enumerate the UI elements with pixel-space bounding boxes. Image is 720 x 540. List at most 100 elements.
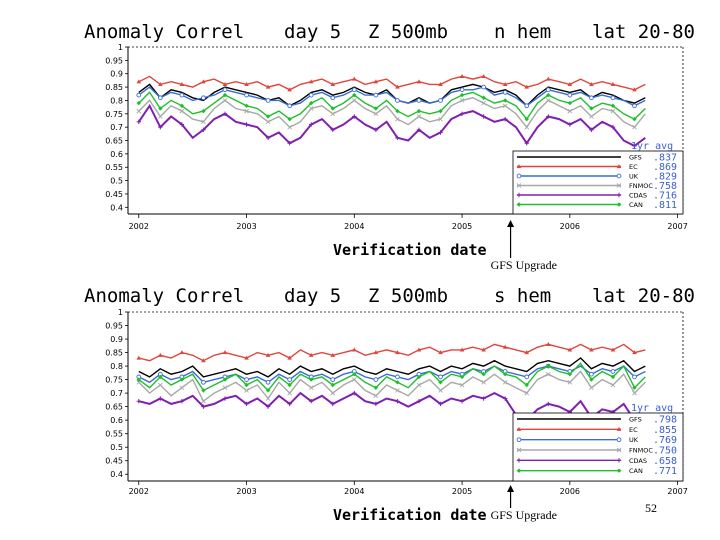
legend-cdas-point-l xyxy=(516,192,522,198)
ec-point-28 xyxy=(438,350,443,355)
ec-point-14 xyxy=(287,355,292,360)
chart-title-part-4: lat 20-80 xyxy=(592,21,695,43)
cdas-point-44 xyxy=(610,124,616,130)
series-cdas xyxy=(136,103,646,149)
y-tick-label-9: 0.55 xyxy=(105,163,123,172)
can-point-36 xyxy=(524,116,529,122)
fnmoc-point-32 xyxy=(481,100,486,106)
cdas-point-8 xyxy=(222,111,228,116)
y-tick-label-3: 0.85 xyxy=(105,349,123,358)
uk-point-0 xyxy=(136,92,142,98)
cdas-point-28 xyxy=(438,130,443,135)
fnmoc-point-14 xyxy=(287,124,292,130)
fnmoc-point-40 xyxy=(567,379,573,385)
fnmoc-point-2 xyxy=(158,114,163,119)
cdas-point-6 xyxy=(201,404,206,409)
chart-title-part-3: n hem xyxy=(494,21,551,43)
series-cdas xyxy=(136,390,646,423)
cdas-point-38 xyxy=(546,114,551,119)
ec-point-6 xyxy=(201,358,206,363)
y-tick-label-3: 0.85 xyxy=(105,83,123,92)
uk-point-44 xyxy=(610,369,616,374)
legend-uk-point-r xyxy=(616,173,622,179)
legend-header: 1yr avg xyxy=(631,403,673,414)
y-tick-label-4: 0.8 xyxy=(110,96,123,105)
cdas-point-12 xyxy=(265,404,271,409)
ec-point-38 xyxy=(545,76,551,81)
fnmoc-point-20 xyxy=(351,377,357,382)
uk-point-32 xyxy=(481,84,486,90)
y-tick-label-9: 0.55 xyxy=(105,430,123,439)
ec-point-2 xyxy=(158,352,163,357)
legend-label-ec: EC xyxy=(629,163,638,171)
cdas-point-16 xyxy=(309,122,314,127)
ec-point-16 xyxy=(308,79,314,84)
fnmoc-point-12 xyxy=(265,396,271,401)
cdas-point-42 xyxy=(589,127,594,133)
fnmoc-point-38 xyxy=(545,371,551,377)
uk-point-40 xyxy=(567,92,573,98)
legend-ec-point-l xyxy=(516,164,522,169)
cdas-point-0 xyxy=(136,119,141,125)
can-point-42 xyxy=(589,377,594,382)
legend-avg-gfs: .798 xyxy=(653,415,677,426)
y-tick-label-5: 0.75 xyxy=(105,110,123,119)
uk-point-20 xyxy=(351,87,357,93)
can-point-38 xyxy=(546,363,551,369)
cdas-point-40 xyxy=(567,122,573,127)
cdas-point-0 xyxy=(136,399,141,404)
ec-point-34 xyxy=(502,344,508,349)
can-point-6 xyxy=(201,388,206,393)
series-ec xyxy=(136,73,646,92)
cdas-point-4 xyxy=(179,122,185,127)
legend-avg-uk: .769 xyxy=(653,435,677,446)
series-can xyxy=(136,91,646,122)
y-tick-label-10: 0.5 xyxy=(110,443,123,452)
chart-title-part-1: day 5 xyxy=(284,21,341,43)
y-tick-label-4: 0.8 xyxy=(110,362,123,371)
can-point-4 xyxy=(179,377,185,382)
uk-point-18 xyxy=(330,377,336,382)
legend-cdas-point-r xyxy=(616,192,622,198)
annotation-gfs-upgrade: GFS Upgrade xyxy=(491,258,557,272)
fnmoc-point-0 xyxy=(136,108,142,114)
fnmoc-point-22 xyxy=(373,393,379,399)
legend-label-gfs: GFS xyxy=(629,154,642,162)
fnmoc-point-36 xyxy=(524,124,530,130)
legend-label-fnmoc: FNMOC xyxy=(629,182,653,190)
cdas-point-14 xyxy=(287,401,292,407)
uk-point-26 xyxy=(416,98,422,103)
y-tick-label-6: 0.7 xyxy=(110,389,123,398)
uk-point-18 xyxy=(330,95,336,101)
cdas-point-32 xyxy=(481,396,486,401)
legend-header: 1yr avg xyxy=(631,141,673,152)
legend-label-cdas: CDAS xyxy=(629,457,647,465)
ec-point-28 xyxy=(438,82,443,87)
can-point-40 xyxy=(567,100,573,106)
uk-point-4 xyxy=(179,92,185,98)
cdas-point-24 xyxy=(395,399,400,404)
x-tick-label-4: 2006 xyxy=(560,222,580,231)
ec-point-44 xyxy=(610,347,616,352)
fnmoc-point-12 xyxy=(265,119,271,125)
cdas-point-2 xyxy=(158,396,163,401)
y-tick-label-12: 0.4 xyxy=(110,470,123,479)
can-point-34 xyxy=(502,371,508,377)
can-point-32 xyxy=(481,371,486,377)
cdas-point-26 xyxy=(416,127,422,133)
legend-label-uk: UK xyxy=(629,173,639,181)
legend-avg-can: .811 xyxy=(653,200,677,211)
can-point-2 xyxy=(158,374,163,380)
fnmoc-point-6 xyxy=(201,398,206,404)
series-ec xyxy=(136,342,646,363)
fnmoc-point-40 xyxy=(567,108,573,114)
fnmoc-point-26 xyxy=(416,114,422,119)
series-uk xyxy=(136,363,646,385)
can-point-34 xyxy=(502,98,508,103)
legend-avg-cdas: .716 xyxy=(653,191,677,202)
chart-title-part-0: Anomaly Correl xyxy=(84,21,244,43)
ec-point-6 xyxy=(201,79,206,84)
can-point-22 xyxy=(373,385,379,390)
can-point-20 xyxy=(352,371,357,377)
